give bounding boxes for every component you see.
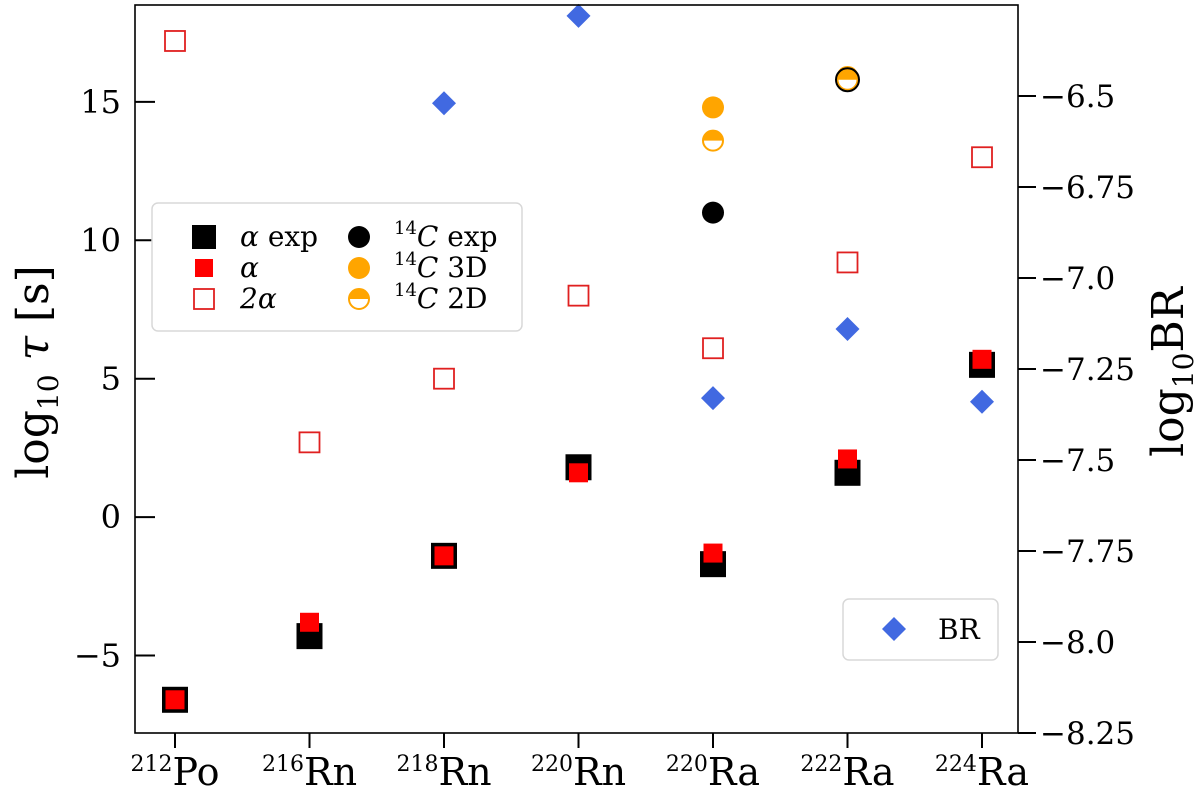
legend-marker xyxy=(348,288,370,310)
legend-label: 14C 3D xyxy=(394,249,488,284)
series-2--point xyxy=(164,30,186,52)
legend-label: 14C exp xyxy=(394,218,498,253)
x-tick-label: 220Rn xyxy=(531,750,626,794)
left-axis-label: log10 τ [s] xyxy=(8,265,65,479)
legend-label: 14C 2D xyxy=(394,280,488,315)
right-tick-label: −7.5 xyxy=(1040,443,1115,479)
series-br-point xyxy=(970,389,994,414)
x-tick-label: 216Rn xyxy=(262,750,357,794)
x-axis: 212Po 216Rn 218Rn 220Rn 220Ra 222Ra 224Ra xyxy=(131,733,1029,794)
left-tick-label: 10 xyxy=(80,221,121,259)
legend-br: BR xyxy=(842,598,999,661)
series-14c-2d-point xyxy=(836,68,859,91)
legend-marker xyxy=(193,288,215,310)
series-2--point xyxy=(971,146,993,169)
left-tick-label: 5 xyxy=(101,360,121,398)
series-14c-exp-point xyxy=(702,201,724,224)
legend-marker-br xyxy=(882,617,906,641)
left-tick-label: 0 xyxy=(101,498,121,536)
left-tick-label: −5 xyxy=(74,636,121,674)
left-tick-label: 15 xyxy=(80,83,121,121)
legend-marker-fill xyxy=(349,289,369,299)
right-tick-label: −7.25 xyxy=(1040,352,1135,388)
right-tick-label: −7.75 xyxy=(1040,534,1135,570)
legend-label: α xyxy=(240,251,259,284)
series-14c-2d-point-fill xyxy=(703,130,723,141)
series---point xyxy=(703,543,723,563)
series---point xyxy=(972,349,992,369)
markers-layer xyxy=(162,3,995,713)
series-2--point xyxy=(567,284,590,307)
series---point xyxy=(434,546,454,566)
legend-marker xyxy=(195,259,213,277)
series-2--point xyxy=(298,431,321,454)
right-axis-label: log10BR xyxy=(1143,285,1200,457)
right-tick-label: −8.0 xyxy=(1040,625,1115,661)
legend-marker xyxy=(192,225,216,249)
series-br-point xyxy=(432,91,456,116)
series---point xyxy=(569,463,588,483)
legend-br-box xyxy=(842,598,999,661)
series-2--point xyxy=(702,337,724,360)
x-tick-label: 224Ra xyxy=(935,750,1029,794)
series-2--point xyxy=(836,251,859,274)
x-tick-label: 218Rn xyxy=(396,750,491,794)
x-tick-label: 222Ra xyxy=(800,750,894,794)
series-14c-3d-point xyxy=(702,96,724,119)
series---point xyxy=(165,690,185,710)
series-br-point xyxy=(701,386,725,411)
series-14c-2d-point-fill xyxy=(837,69,858,80)
x-tick-label: 212Po xyxy=(131,750,220,794)
legend-label: α exp xyxy=(240,220,318,253)
legend-label-br: BR xyxy=(938,613,981,646)
right-tick-label: −6.75 xyxy=(1040,170,1135,206)
left-axis: −5 0 5 10 15 xyxy=(74,83,155,674)
series-14c-2d-point xyxy=(702,129,724,152)
legend-marker xyxy=(348,257,370,279)
right-tick-label: −8.25 xyxy=(1040,716,1135,752)
series-br-point xyxy=(835,316,860,341)
right-tick-label: −7.0 xyxy=(1040,261,1115,297)
x-tick-label: 220Ra xyxy=(666,750,760,794)
series-2--point xyxy=(433,367,455,390)
legend-main-box xyxy=(151,202,523,332)
legend-label: 2α xyxy=(239,282,277,315)
right-axis: −8.25 −8.0 −7.75 −7.5 −7.25 −7.0 −6.75 −6.5 xyxy=(1018,79,1135,752)
legend-marker xyxy=(348,226,370,248)
series---point xyxy=(838,449,857,469)
series-14c-exp-ring xyxy=(835,67,860,93)
right-tick-label: −6.5 xyxy=(1040,79,1115,115)
axis-labels: log10 τ [s] log10BR xyxy=(8,265,1200,479)
series-br-point xyxy=(566,3,591,28)
series---point xyxy=(300,612,319,632)
